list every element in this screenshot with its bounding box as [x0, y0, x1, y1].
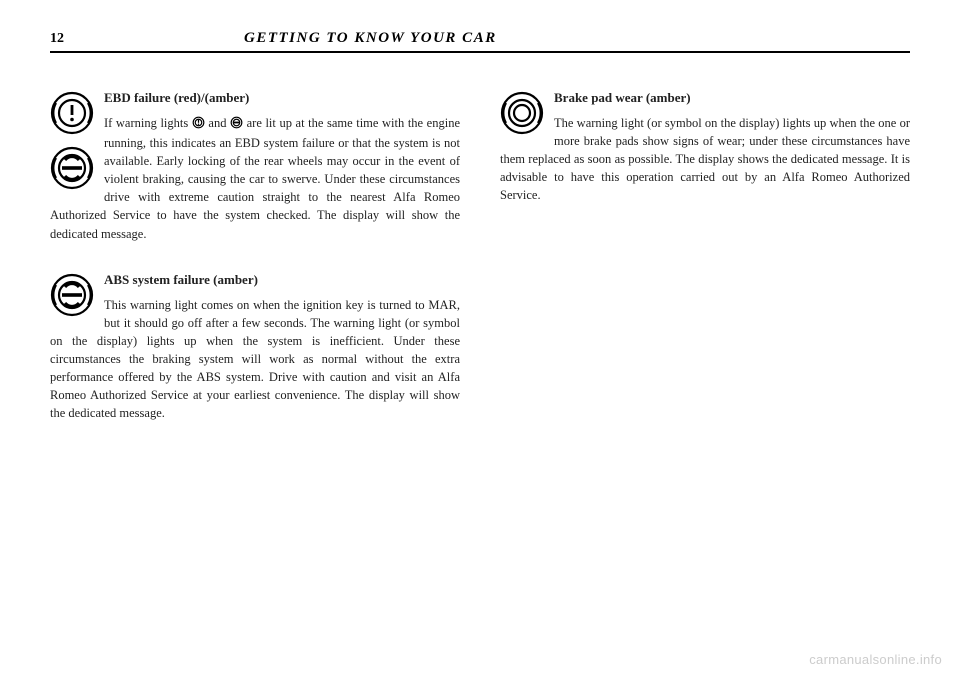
abs-title: ABS system failure (amber) [50, 271, 460, 290]
ebd-text-mid: and [205, 116, 230, 130]
ebd-text-suffix: are lit up at the same time with the eng… [50, 116, 460, 241]
section-ebd: EBD failure (red)/(amber) If warning lig… [50, 89, 460, 243]
abs-icon-stack [50, 273, 94, 328]
section-abs: ABS system failure (amber) This warning … [50, 271, 460, 423]
page-number: 12 [50, 31, 64, 47]
ebd-title: EBD failure (red)/(amber) [50, 89, 460, 108]
abs-text: This warning light comes on when the ign… [50, 296, 460, 423]
brake-pad-wear-icon [500, 91, 544, 140]
content-columns: EBD failure (red)/(amber) If warning lig… [50, 89, 910, 450]
ebd-icon-stack [50, 91, 94, 201]
inline-brake-warning-icon [192, 116, 205, 134]
section-brake-pad: Brake pad wear (amber) The warning light… [500, 89, 910, 204]
ebd-text-prefix: If warning lights [104, 116, 192, 130]
abs-warning-icon [50, 146, 94, 195]
left-column: EBD failure (red)/(amber) If warning lig… [50, 89, 460, 450]
brake-pad-text: The warning light (or symbol on the disp… [500, 114, 910, 205]
brake-warning-icon [50, 91, 94, 140]
watermark-text: carmanualsonline.info [809, 652, 942, 667]
inline-abs-warning-icon [230, 116, 243, 134]
right-column: Brake pad wear (amber) The warning light… [500, 89, 910, 450]
ebd-text: If warning lights and are lit up at the … [50, 114, 460, 243]
page-header: 12 GETTING TO KNOW YOUR CAR [50, 30, 910, 53]
manual-page: 12 GETTING TO KNOW YOUR CAR [0, 0, 960, 677]
abs-warning-icon [50, 273, 94, 322]
brake-pad-icon-stack [500, 91, 544, 146]
header-title: GETTING TO KNOW YOUR CAR [244, 30, 910, 47]
brake-pad-title: Brake pad wear (amber) [500, 89, 910, 108]
